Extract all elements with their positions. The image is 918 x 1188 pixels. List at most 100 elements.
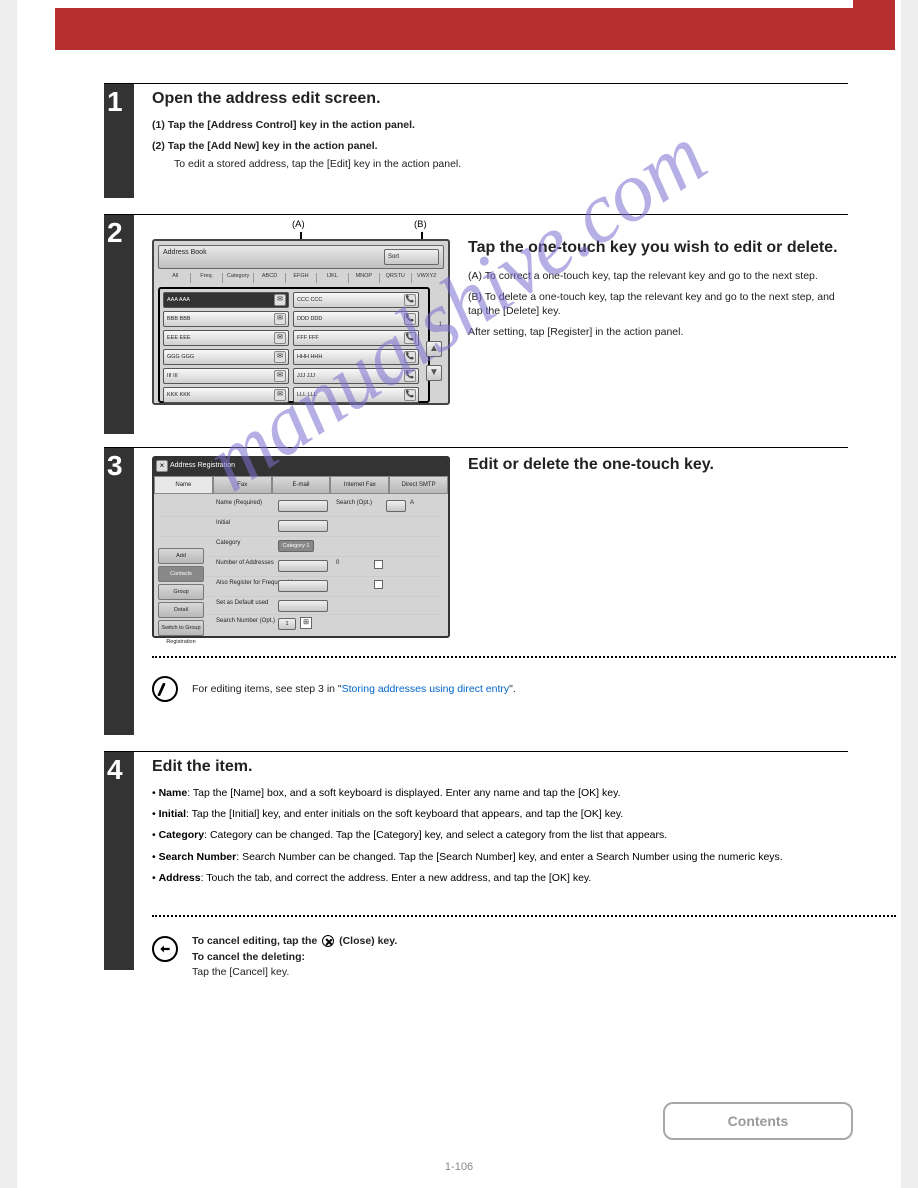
abox-cell-11[interactable]: LLL LLL📞	[293, 387, 419, 403]
numpad-icon[interactable]: ⊞	[300, 617, 312, 629]
header-red-tab	[853, 0, 895, 50]
step-4-item-0: • Name: Tap the [Name] box, and a soft k…	[152, 786, 848, 800]
mail-icon: ✉	[274, 351, 286, 363]
rbox-r2-btn[interactable]	[278, 580, 328, 592]
rbox-r3-btn[interactable]	[278, 600, 328, 612]
step-4-cancel-txt: Tap the [Cancel] key.	[192, 966, 289, 978]
rbox-cat-lbl: Category	[216, 540, 240, 546]
rbox-tab-name[interactable]: Name	[154, 476, 213, 494]
abox-cell-0[interactable]: AAA AAA✉	[163, 292, 289, 308]
contents-button[interactable]: Contents	[663, 1102, 853, 1140]
step-1-line-1: (1) Tap the [Address Control] key in the…	[152, 118, 848, 133]
rbox-initial-lbl: Initial	[216, 520, 230, 526]
rbox-r4-btn[interactable]: 1	[278, 618, 296, 630]
step-1-line-3: To edit a stored address, tap the [Edit]…	[152, 157, 848, 172]
abox-cell-1[interactable]: CCC CCC📞	[293, 292, 419, 308]
rbox-tabs: Name Fax E-mail Internet Fax Direct SMTP	[154, 476, 448, 494]
abox-cell-4[interactable]: EEE EEE✉	[163, 330, 289, 346]
rbox-titlebar: × Address Registration	[154, 458, 448, 476]
back-icon	[152, 936, 178, 962]
rbox-tab-fax[interactable]: Fax	[213, 476, 272, 494]
abox-cell-7[interactable]: HHH HHH📞	[293, 349, 419, 365]
step-4: 4 Edit the item. • Name: Tap the [Name] …	[104, 751, 848, 969]
step-3-title: Edit or delete the one-touch key.	[468, 456, 848, 478]
abox-sort-button[interactable]: Sort	[384, 249, 439, 265]
rbox-title: Address Registration	[170, 462, 235, 469]
rbox-tab-email[interactable]: E-mail	[272, 476, 331, 494]
step-2-title: Tap the one-touch key you wish to edit o…	[468, 239, 848, 261]
step-3-note-link[interactable]: Storing addresses using direct entry	[342, 683, 510, 695]
step-4-note-a: To cancel editing, tap the	[192, 935, 320, 947]
rbox-r3-lbl: Set as Default used	[216, 600, 268, 606]
mail-icon: ✉	[274, 294, 286, 306]
rbox-r1-lbl: Number of Addresses	[216, 560, 274, 566]
rbox-search-btn[interactable]	[386, 500, 406, 512]
checkbox-icon[interactable]	[374, 560, 383, 569]
rbox-r1-btn[interactable]	[278, 560, 328, 572]
abox-cell-3[interactable]: DDD DDD📞	[293, 311, 419, 327]
rbox-side-1[interactable]: Contacts	[158, 566, 204, 582]
rbox-search-lbl: Search (Opt.)	[336, 500, 372, 506]
checkbox-icon[interactable]	[374, 580, 383, 589]
abox-index-row[interactable]: All Freq. Category ABCD EFGH IJKL MNOP Q…	[160, 273, 442, 283]
mail-icon: ✉	[274, 389, 286, 401]
step-4-item-3: • Search Number: Search Number can be ch…	[152, 850, 848, 864]
callout-a-label: (A)	[292, 219, 305, 230]
abox-cell-8[interactable]: III III✉	[163, 368, 289, 384]
abox-cell-10[interactable]: KKK KKK✉	[163, 387, 289, 403]
mail-icon: ✉	[274, 332, 286, 344]
step-1-line-2: (2) Tap the [Add New] key in the action …	[152, 139, 848, 154]
step-1-bar: 1	[104, 84, 134, 198]
step-4-divider	[152, 915, 896, 917]
close-icon[interactable]: ×	[156, 460, 168, 472]
rbox-initial-btn[interactable]	[278, 520, 328, 532]
page-number: 1-106	[445, 1161, 473, 1173]
rbox-side-4[interactable]: Switch to Group Registration	[158, 620, 204, 636]
rbox-side-0[interactable]: Add	[158, 548, 204, 564]
step-4-item-2: • Category: Category can be changed. Tap…	[152, 828, 848, 842]
step-3: 3 × Address Registration Name Fax E-mail…	[104, 447, 848, 734]
phone-icon: 📞	[404, 351, 416, 363]
abox-cell-2[interactable]: BBB BBB✉	[163, 311, 289, 327]
callout-b-label: (B)	[414, 219, 427, 230]
abox-cell-6[interactable]: GGG GGG✉	[163, 349, 289, 365]
abox-down-arrow[interactable]: ▼	[426, 365, 442, 381]
step-4-title: Edit the item.	[152, 752, 848, 780]
rbox-r1-val: 0	[336, 560, 339, 566]
step-4-item-4: • Address: Touch the tab, and correct th…	[152, 871, 848, 885]
step-1-number: 1	[107, 86, 123, 118]
rbox-cat-btn[interactable]: Category 1	[278, 540, 314, 552]
step-2-line-c: After setting, tap [Register] in the act…	[468, 325, 848, 340]
abox-title: Address Book	[163, 249, 207, 256]
rbox-name-lbl: Name (Required)	[216, 500, 262, 506]
address-book-screenshot: Address Book Sort All Freq. Category ABC…	[152, 239, 450, 405]
phone-icon: 📞	[404, 294, 416, 306]
abox-cell-5[interactable]: FFF FFF📞	[293, 330, 419, 346]
mail-icon: ✉	[274, 370, 286, 382]
rbox-name-btn[interactable]	[278, 500, 328, 512]
step-3-note-a: For editing items, see step 3 in "	[192, 683, 342, 695]
rbox-tab-ifax[interactable]: Internet Fax	[330, 476, 389, 494]
abox-up-arrow[interactable]: ▲	[426, 341, 442, 357]
step-3-note-b: ".	[509, 683, 516, 695]
rbox-tab-smtp[interactable]: Direct SMTP	[389, 476, 448, 494]
inline-close-icon	[322, 935, 334, 947]
header-red-bar	[55, 8, 895, 50]
step-2-line-b: (B) To delete a one-touch key, tap the r…	[468, 290, 848, 319]
step-4-item-1: • Initial: Tap the [Initial] key, and en…	[152, 807, 848, 821]
step-2-line-a: (A) To correct a one-touch key, tap the …	[468, 269, 848, 284]
rbox-side-2[interactable]: Group	[158, 584, 204, 600]
abox-grid: AAA AAA✉ CCC CCC📞 BBB BBB✉ DDD DDD📞 EEE …	[158, 287, 430, 403]
step-4-bar: 4	[104, 752, 134, 970]
step-2-number: 2	[107, 217, 123, 249]
note-icon	[152, 676, 178, 702]
step-1: 1 Open the address edit screen. (1) Tap …	[104, 83, 848, 197]
step-4-cancel-lbl: To cancel the deleting:	[192, 951, 305, 963]
rbox-side-3[interactable]: Detail	[158, 602, 204, 618]
abox-count: 1	[439, 322, 442, 328]
step-3-divider	[152, 656, 896, 658]
abox-cell-9[interactable]: JJJ JJJ📞	[293, 368, 419, 384]
phone-icon: 📞	[404, 332, 416, 344]
abox-header: Address Book Sort	[158, 245, 444, 269]
registration-screenshot: × Address Registration Name Fax E-mail I…	[152, 456, 450, 638]
